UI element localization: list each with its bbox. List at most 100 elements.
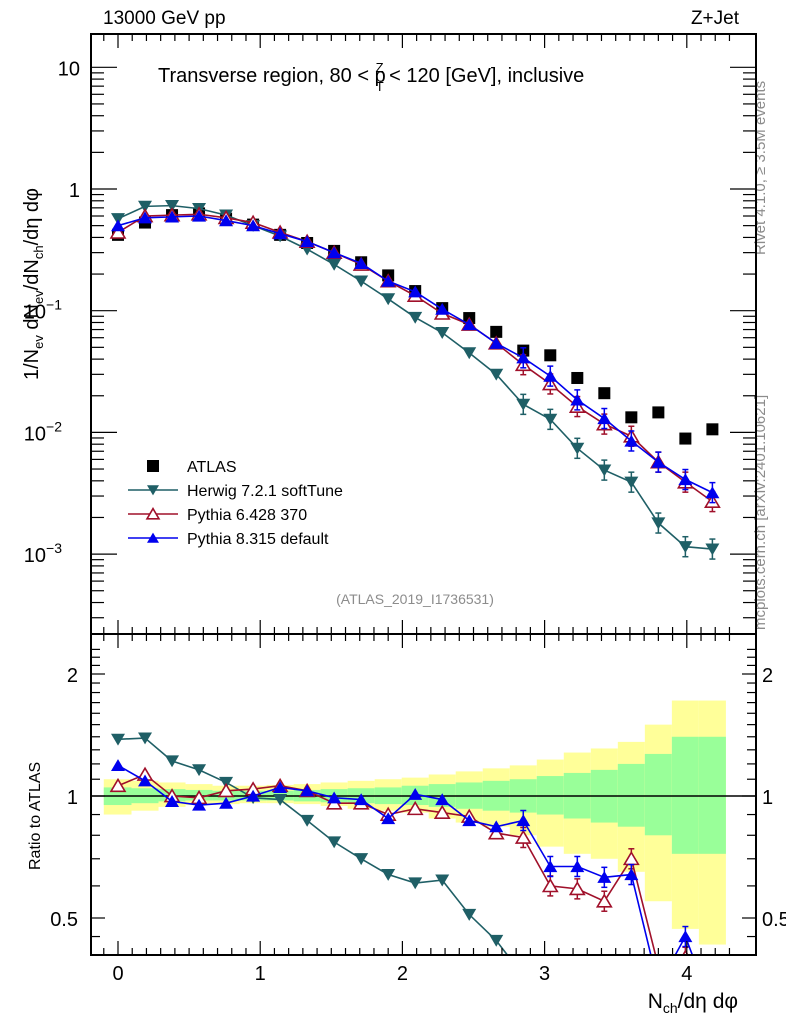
data-point-triangle-up xyxy=(246,789,261,802)
data-point-triangle-up xyxy=(327,246,342,259)
data-point-triangle-up xyxy=(273,227,288,240)
legend-item: Pythia 6.428 370 xyxy=(128,507,307,524)
data-point-square xyxy=(490,325,503,338)
data-point-triangle-open xyxy=(433,804,451,819)
data-point-triangle-open xyxy=(651,960,665,972)
data-point-square xyxy=(625,411,638,424)
data-point-triangle-open xyxy=(109,224,127,239)
series-line xyxy=(117,215,713,494)
data-point-triangle-down xyxy=(651,517,666,530)
data-point-triangle-up xyxy=(678,930,693,943)
data-point-triangle-down xyxy=(516,970,530,982)
y-tick-label: 1 xyxy=(69,180,80,202)
data-point-triangle-up xyxy=(192,798,207,811)
data-point-triangle-down xyxy=(219,776,234,789)
stat-uncertainty-band xyxy=(644,753,672,836)
data-point-triangle-up xyxy=(138,774,153,787)
data-point-triangle-down xyxy=(624,1008,638,1020)
legend-label: Pythia 6.428 370 xyxy=(187,507,307,524)
data-point-triangle-down xyxy=(165,200,180,212)
y-tick-exponent: −3 xyxy=(46,540,62,556)
plot-title-sup: Z xyxy=(376,60,384,75)
data-point-triangle-down xyxy=(705,543,720,556)
data-point-triangle-up xyxy=(543,369,558,382)
ylabel-part: dN xyxy=(21,304,43,335)
data-point-triangle-down xyxy=(435,327,450,339)
data-point-square xyxy=(147,460,159,472)
data-point-triangle-down xyxy=(597,464,612,477)
data-point-triangle-up xyxy=(111,759,125,771)
legend-label: Herwig 7.2.1 softTune xyxy=(187,483,343,500)
data-point-triangle-up xyxy=(597,412,612,425)
y-tick-label: 10−3 xyxy=(24,540,62,567)
data-point-triangle-up xyxy=(219,796,234,809)
x-tick-label: 3 xyxy=(539,963,550,985)
data-point-triangle-open xyxy=(541,878,559,893)
ratio-y-tick-label-right: 2 xyxy=(762,665,773,687)
data-point-square xyxy=(544,349,557,362)
series-pythia-8-315-default xyxy=(111,209,720,504)
data-point-square xyxy=(679,432,692,445)
data-point-triangle-up xyxy=(354,793,369,806)
data-point-triangle-down xyxy=(354,853,369,866)
data-point-triangle-up xyxy=(570,860,585,873)
data-point-triangle-up xyxy=(273,781,288,794)
main-series-group xyxy=(109,200,721,560)
data-point-triangle-up xyxy=(516,814,531,827)
legend-label: Pythia 8.315 default xyxy=(187,531,329,548)
data-point-triangle-up xyxy=(192,209,207,222)
data-point-square xyxy=(598,387,611,400)
data-point-triangle-up xyxy=(381,812,396,825)
data-point-triangle-down xyxy=(138,732,153,745)
data-point-triangle-up xyxy=(381,274,396,287)
data-point-triangle-open xyxy=(514,829,532,844)
data-point-triangle-up xyxy=(147,532,159,543)
data-point-triangle-down xyxy=(273,793,288,806)
data-point-triangle-down xyxy=(678,541,693,554)
plot-title-pre: Transverse region, 80 < p xyxy=(158,65,386,87)
y-tick-label: 10−1 xyxy=(24,297,62,324)
ylabel-sub: ch xyxy=(31,245,46,259)
data-point-triangle-down xyxy=(543,413,558,426)
data-point-triangle-down xyxy=(543,1002,557,1014)
data-point-triangle-up xyxy=(705,486,720,499)
data-point-triangle-open xyxy=(568,880,586,896)
ratio-y-axis-label: Ratio to ATLAS xyxy=(27,762,44,870)
data-point-triangle-down xyxy=(624,476,639,489)
x-tick-labels: 0 1 2 3 4 xyxy=(112,963,692,985)
data-point-triangle-open xyxy=(682,949,689,955)
data-point-triangle-down xyxy=(354,275,369,288)
data-point-triangle-up xyxy=(435,793,450,806)
ratio-y-tick-label: 0.5 xyxy=(50,909,78,931)
y-tick-label: 10 xyxy=(58,58,80,80)
legend-item: ATLAS xyxy=(147,459,237,476)
y-tick-exponent: −1 xyxy=(46,297,62,313)
x-tick-label: 2 xyxy=(397,963,408,985)
ratio-y-tick-label-right: 0.5 xyxy=(762,909,786,931)
data-point-triangle-up xyxy=(138,211,153,224)
series-pythia-8-315-default xyxy=(111,759,694,955)
ratio-axis-ticks xyxy=(91,634,756,955)
plot-title: Transverse region, 80 < pTZ < 120 [GeV],… xyxy=(158,60,584,94)
data-point-triangle-up xyxy=(300,235,315,248)
legend-label: ATLAS xyxy=(187,459,237,476)
data-point-triangle-down xyxy=(408,877,423,890)
legend-item: Pythia 8.315 default xyxy=(128,531,329,548)
ratio-plot-panel: 2 2 1 1 0.5 0.5 0 1 2 3 4 Ratio to ATLAS Nch/dη d… xyxy=(27,633,786,1020)
ratio-y-tick-label: 1 xyxy=(67,787,78,809)
data-point-triangle-down xyxy=(435,874,450,887)
data-point-triangle-down xyxy=(570,442,585,455)
series-atlas xyxy=(112,207,719,445)
data-point-triangle-up xyxy=(300,784,315,797)
data-point-triangle-down xyxy=(111,213,125,226)
data-point-triangle-down xyxy=(327,258,342,271)
data-point-triangle-down xyxy=(138,200,153,213)
y-tick-label: 10−2 xyxy=(24,418,62,445)
data-point-triangle-up xyxy=(570,393,585,406)
data-point-triangle-up xyxy=(489,820,504,833)
data-point-triangle-up xyxy=(165,210,180,223)
plot-title-sub: T xyxy=(376,79,384,94)
data-point-triangle-up xyxy=(408,787,423,800)
data-point-triangle-open xyxy=(109,777,127,793)
